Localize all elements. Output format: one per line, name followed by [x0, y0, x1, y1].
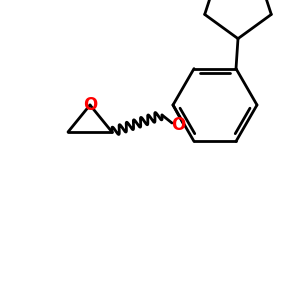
Text: O: O	[171, 116, 185, 134]
Text: O: O	[83, 96, 97, 114]
